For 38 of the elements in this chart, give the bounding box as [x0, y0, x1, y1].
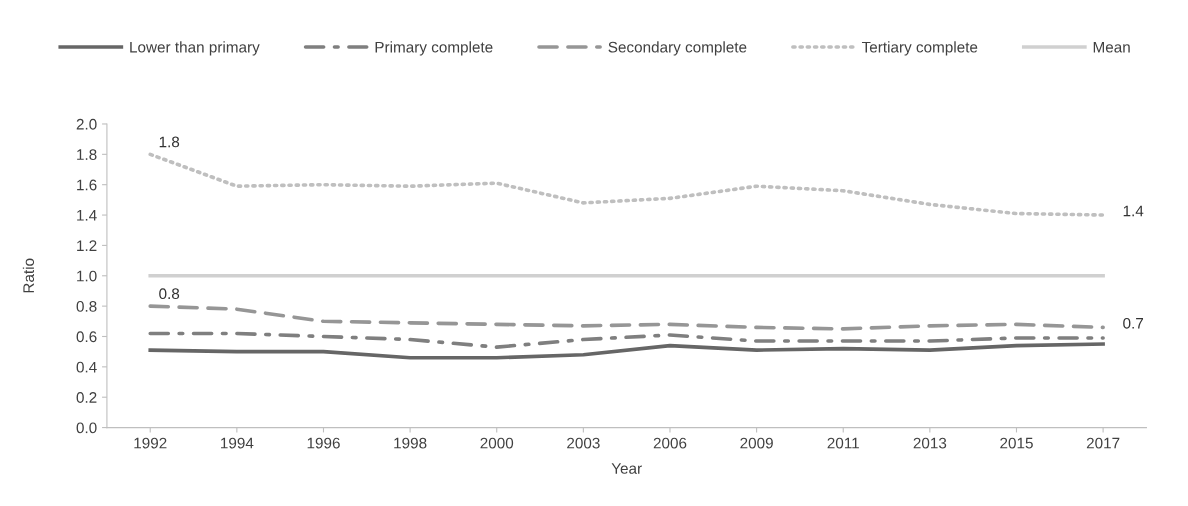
- y-tick-label: 0.2: [76, 392, 97, 403]
- line-series: [148, 331, 1105, 349]
- annotation: 1.8: [159, 136, 180, 148]
- line-series: [148, 342, 1105, 360]
- x-tick-label: 2011: [827, 437, 859, 449]
- y-tick-label: 1.0: [77, 270, 97, 282]
- y-tick-label: 0.0: [76, 422, 97, 434]
- x-tick-label: 2009: [740, 437, 773, 449]
- legend-label: Lower than primary: [130, 41, 260, 56]
- x-tick-label: 1996: [307, 437, 340, 449]
- y-tick-label: 1.8: [77, 149, 97, 161]
- annotation: 0.7: [1123, 317, 1144, 329]
- y-tick-label: 0.4: [76, 361, 97, 373]
- y-tick-label: 1.2: [77, 240, 97, 251]
- x-tick-label: 1998: [394, 437, 427, 449]
- x-tick-label: 1994: [221, 437, 254, 449]
- x-tick-label: 2006: [653, 437, 687, 449]
- y-tick-label: 1.4: [77, 210, 97, 221]
- line-series: [148, 152, 1105, 217]
- x-tick-label: 2015: [1000, 437, 1033, 449]
- y-tick-label: 0.8: [76, 301, 97, 312]
- line-series: [148, 304, 1105, 331]
- x-tick-label: 2013: [913, 437, 947, 449]
- annotation: 0.8: [159, 288, 180, 300]
- y-axis-title: Ratio: [22, 258, 35, 293]
- x-tick-label: 1992: [134, 437, 167, 449]
- annotation: 1.4: [1123, 205, 1144, 217]
- x-axis-title: Year: [611, 463, 642, 474]
- y-tick-label: 2.0: [76, 118, 97, 130]
- y-tick-label: 1.6: [77, 179, 97, 191]
- legend-label: Mean: [1093, 41, 1130, 53]
- legend-label: Tertiary complete: [861, 41, 978, 56]
- legend-label: Secondary complete: [608, 41, 747, 56]
- y-tick-label: 0.6: [76, 331, 97, 343]
- x-tick-label: 2003: [567, 437, 600, 449]
- x-tick-label: 2017: [1086, 437, 1120, 449]
- legend-label: Primary complete: [375, 41, 493, 56]
- x-tick-label: 2000: [480, 437, 514, 449]
